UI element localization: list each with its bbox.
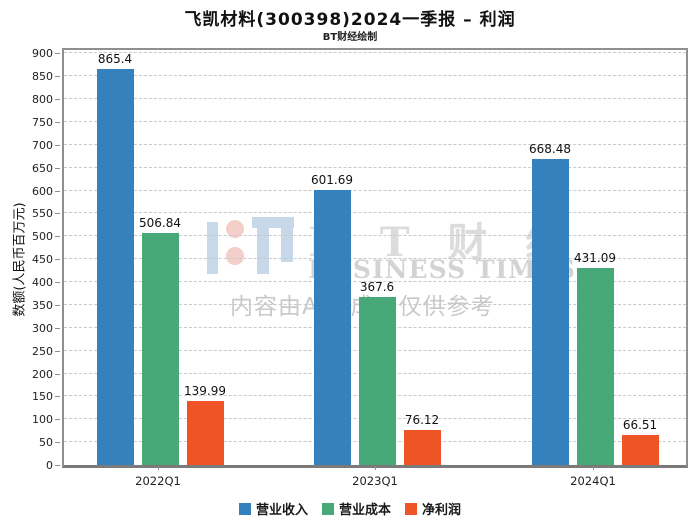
gridline — [64, 143, 686, 145]
y-tick-mark — [55, 167, 60, 169]
y-tick-label: 550 — [32, 207, 53, 221]
legend-item-1: 营业成本 — [321, 499, 391, 518]
y-tick-label: 150 — [32, 390, 53, 404]
y-tick-label: 600 — [32, 184, 53, 198]
bar-2022Q1-s1 — [141, 233, 179, 465]
y-tick-mark — [55, 236, 60, 238]
bar-value-label: 367.6 — [359, 279, 395, 294]
y-tick-label: 400 — [32, 276, 53, 290]
gridline — [64, 120, 686, 122]
bar-2024Q1-s0 — [531, 159, 569, 465]
y-tick-mark — [55, 465, 60, 466]
bar-value-label: 506.84 — [139, 216, 181, 231]
y-tick-mark — [55, 53, 60, 55]
legend-item-0: 营业收入 — [238, 499, 308, 518]
x-axis: 2022Q1 2023Q1 2024Q1 — [62, 466, 688, 496]
bar-2022Q1-s0 — [96, 69, 134, 465]
legend: 营业收入 营业成本 净利润 — [0, 499, 700, 518]
y-axis: 0 50 100 150 200 250 300 350 400 450 500 550 600 650 7… — [0, 47, 62, 472]
y-tick-mark — [55, 213, 60, 215]
y-tick-mark — [55, 442, 60, 444]
bar-2023Q1-s1 — [358, 296, 396, 465]
watermark-logo-pi-leg-right — [281, 228, 293, 262]
gridline — [64, 75, 686, 77]
watermark-logo-dot-top — [226, 220, 244, 238]
bar-2023Q1-s2 — [403, 430, 441, 465]
y-tick-mark — [55, 190, 60, 192]
y-tick-label: 800 — [32, 93, 53, 107]
y-tick-mark — [55, 121, 60, 123]
y-tick-mark — [55, 396, 60, 398]
y-tick-mark — [55, 259, 60, 261]
bar-value-label: 865.4 — [97, 52, 133, 67]
y-tick-label: 0 — [46, 459, 53, 472]
watermark-logo-dot-bottom — [226, 247, 244, 265]
bar-2024Q1-s2 — [621, 434, 659, 465]
y-tick-mark — [55, 350, 60, 352]
gridline — [64, 212, 686, 214]
y-tick-mark — [55, 282, 60, 284]
y-tick-label: 500 — [32, 230, 53, 244]
y-tick-label: 300 — [32, 321, 53, 335]
y-tick-mark — [55, 99, 60, 101]
legend-swatch — [405, 502, 417, 515]
y-tick-label: 750 — [32, 115, 53, 129]
gridline — [64, 189, 686, 191]
y-tick-mark — [55, 76, 60, 78]
bar-2022Q1-s2 — [186, 400, 224, 465]
bar-2023Q1-s0 — [313, 189, 351, 465]
gridline — [64, 52, 686, 54]
x-tick-mark — [593, 466, 594, 470]
bar-value-label: 668.48 — [529, 142, 571, 157]
watermark-logo-bar-left — [207, 222, 218, 274]
y-tick-label: 650 — [32, 161, 53, 175]
chart-subtitle: BT财经绘制 — [322, 32, 378, 43]
legend-label: 营业收入 — [255, 503, 308, 518]
y-tick-mark — [55, 304, 60, 306]
bar-value-label: 66.51 — [622, 417, 658, 432]
bar-value-label: 431.09 — [574, 250, 616, 265]
x-tick-label-2022Q1: 2022Q1 — [135, 474, 181, 488]
legend-label: 净利润 — [422, 503, 462, 518]
y-tick-mark — [55, 327, 60, 329]
y-tick-mark — [55, 419, 60, 421]
watermark-logo-pi-top — [252, 217, 294, 228]
y-tick-label: 700 — [32, 138, 53, 152]
gridline — [64, 98, 686, 100]
gridline — [64, 235, 686, 237]
gridline — [64, 166, 686, 168]
x-tick-label-2024Q1: 2024Q1 — [570, 474, 616, 488]
y-tick-label: 50 — [39, 436, 53, 450]
x-tick-mark — [158, 466, 159, 470]
y-tick-mark — [55, 373, 60, 375]
y-tick-label: 350 — [32, 298, 53, 312]
legend-label: 营业成本 — [338, 503, 391, 518]
legend-item-2: 净利润 — [405, 499, 461, 518]
bar-value-label: 139.99 — [184, 383, 226, 398]
y-tick-label: 900 — [32, 47, 53, 61]
x-tick-label-2023Q1: 2023Q1 — [352, 474, 398, 488]
watermark-logo-pi-leg-left — [257, 228, 269, 274]
y-tick-label: 450 — [32, 253, 53, 267]
y-tick-label: 850 — [32, 70, 53, 84]
y-tick-label: 250 — [32, 344, 53, 358]
plot-area: B T 财 经 BUSINESS TIMES 内容由AI生成，仅供参考 865.… — [62, 48, 688, 468]
y-tick-label: 200 — [32, 367, 53, 381]
bar-value-label: 76.12 — [404, 413, 440, 428]
legend-swatch — [238, 502, 251, 515]
bar-value-label: 601.69 — [311, 172, 353, 187]
y-tick-mark — [55, 144, 60, 146]
chart-title: 飞凯材料(300398)2024一季报 – 利润 — [184, 10, 516, 30]
bar-2024Q1-s1 — [576, 267, 614, 465]
watermark-brand-en: BUSINESS TIMES — [308, 255, 576, 284]
legend-swatch — [321, 502, 334, 515]
x-tick-mark — [375, 466, 376, 470]
gridline — [64, 258, 686, 260]
y-tick-label: 100 — [32, 413, 53, 427]
gridline — [64, 281, 686, 283]
